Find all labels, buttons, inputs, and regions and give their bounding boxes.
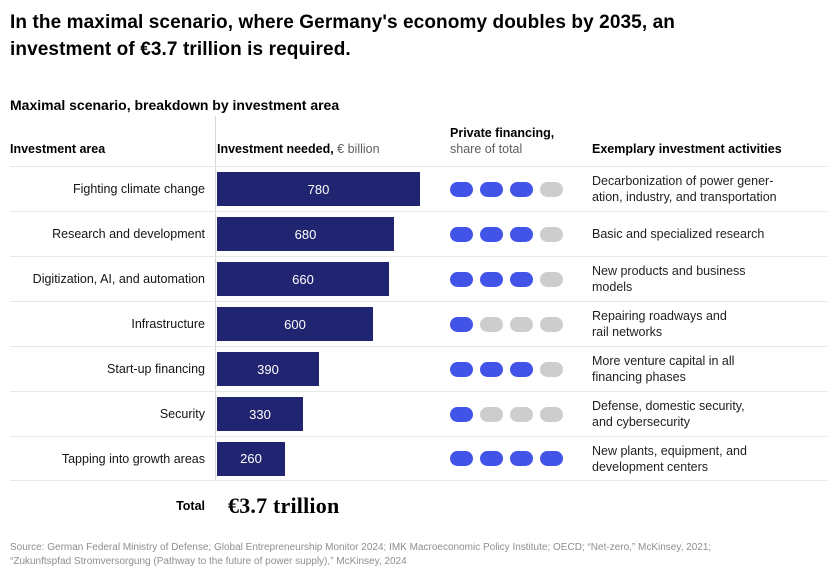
dot-empty	[540, 181, 563, 197]
dot-filled	[450, 181, 473, 197]
row-label: Digitization, AI, and automation	[32, 272, 205, 286]
investment-bar: 660	[217, 262, 389, 296]
dot-filled	[480, 451, 503, 466]
dot-filled	[510, 361, 533, 377]
activity-text: Decarbonization of power gener- ation, i…	[592, 174, 777, 204]
bar-cell: 660	[215, 262, 450, 296]
dot-empty	[480, 316, 503, 332]
header-investment-needed-bold: Investment needed,	[217, 142, 334, 156]
dot-empty	[540, 406, 563, 422]
investment-bar: 330	[217, 397, 303, 431]
bar-cell: 330	[215, 397, 450, 431]
bar-cell: 390	[215, 352, 450, 386]
investment-bar: 680	[217, 217, 394, 251]
private-financing-dots	[450, 406, 592, 422]
table-body: Fighting climate change 780 Decarbonizat…	[10, 166, 827, 481]
header-investment-area: Investment area	[10, 142, 106, 156]
header-private-financing: Private financing, share of total	[450, 125, 592, 166]
private-financing-dots	[450, 316, 592, 332]
bar-value: 660	[292, 271, 314, 287]
dot-filled	[450, 361, 473, 377]
header-private-financing-bold: Private financing,	[450, 126, 555, 140]
axis-line	[215, 116, 216, 481]
activity-text: New products and business models	[592, 264, 746, 294]
bar-value: 330	[249, 406, 271, 422]
chart-subtitle: Maximal scenario, breakdown by investmen…	[10, 97, 340, 113]
table-row: Research and development 680 Basic and s…	[10, 211, 827, 256]
table-row: Fighting climate change 780 Decarbonizat…	[10, 166, 827, 211]
dot-filled	[450, 316, 473, 332]
bar-value: 680	[294, 226, 317, 242]
table-row: Tapping into growth areas 260 New plants…	[10, 436, 827, 481]
bar-value: 390	[257, 361, 279, 377]
dot-filled	[540, 451, 563, 466]
bar-value: 600	[284, 316, 306, 332]
activity-text: More venture capital in all financing ph…	[592, 354, 735, 384]
private-financing-dots	[450, 361, 592, 377]
total-value: €3.7 trillion	[228, 493, 340, 518]
dot-filled	[510, 181, 533, 197]
dot-empty	[480, 406, 503, 422]
bar-value: 780	[307, 181, 330, 197]
dot-filled	[510, 451, 533, 466]
dot-filled	[450, 451, 473, 466]
chart-title: In the maximal scenario, where Germany's…	[10, 12, 675, 60]
bar-cell: 680	[215, 217, 450, 251]
table-row: Security 330 Defense, domestic security,…	[10, 391, 827, 436]
dot-filled	[510, 226, 533, 242]
activity-text: Defense, domestic security, and cybersec…	[592, 399, 745, 429]
investment-bar: 780	[217, 172, 420, 206]
dot-filled	[480, 271, 503, 287]
row-label: Research and development	[52, 227, 205, 241]
private-financing-dots	[450, 451, 592, 466]
dot-filled	[480, 181, 503, 197]
investment-bar: 600	[217, 307, 373, 341]
private-financing-dots	[450, 226, 592, 242]
bar-cell: 780	[215, 172, 450, 206]
row-label: Start-up financing	[107, 362, 205, 376]
table-header: Investment area Investment needed, € bil…	[10, 120, 827, 166]
dot-empty	[540, 316, 563, 332]
bar-cell: 260	[215, 441, 450, 476]
header-private-financing-sub: share of total	[450, 142, 523, 156]
row-label: Tapping into growth areas	[61, 451, 205, 466]
total-row: Total €3.7 trillion	[10, 481, 827, 531]
header-investment-needed-unit: € billion	[333, 142, 380, 156]
bar-value: 260	[240, 451, 262, 466]
table-row: Digitization, AI, and automation 660 New…	[10, 256, 827, 301]
dot-empty	[540, 361, 563, 377]
bar-cell: 600	[215, 307, 450, 341]
header-investment-needed: Investment needed, € billion	[215, 141, 450, 166]
dot-filled	[450, 226, 473, 242]
private-financing-dots	[450, 181, 592, 197]
private-financing-dots	[450, 271, 592, 287]
table-row: Infrastructure 600 Repairing roadways an…	[10, 301, 827, 346]
source-note: Source: German Federal Ministry of Defen…	[10, 542, 712, 567]
activity-text: Basic and specialized research	[592, 227, 765, 241]
dot-filled	[510, 271, 533, 287]
dot-empty	[540, 271, 563, 287]
dot-filled	[450, 406, 473, 422]
table-row: Start-up financing 390 More venture capi…	[10, 346, 827, 391]
dot-filled	[480, 226, 503, 242]
investment-bar: 390	[217, 352, 319, 386]
dot-filled	[450, 271, 473, 287]
row-label: Fighting climate change	[72, 182, 205, 196]
header-activities: Exemplary investment activities	[592, 142, 782, 156]
activity-text: New plants, equipment, and development c…	[592, 443, 747, 474]
total-label: Total	[176, 499, 205, 513]
dot-empty	[540, 226, 563, 242]
activity-text: Repairing roadways and rail networks	[592, 309, 727, 339]
investment-table: Investment area Investment needed, € bil…	[10, 120, 827, 569]
dot-filled	[480, 361, 503, 377]
dot-empty	[510, 406, 533, 422]
dot-empty	[510, 316, 533, 332]
investment-bar: 260	[217, 441, 285, 476]
row-label: Security	[159, 407, 205, 421]
row-label: Infrastructure	[131, 317, 205, 331]
